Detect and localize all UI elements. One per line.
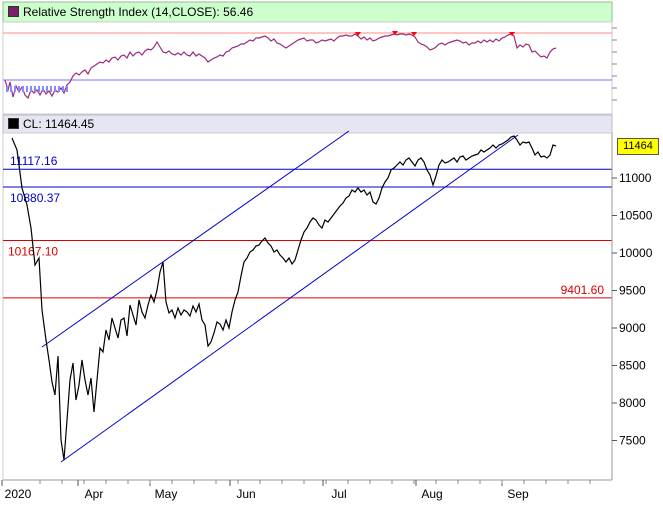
price-polyline bbox=[11, 135, 557, 461]
level-label: 9401.60 bbox=[561, 283, 605, 297]
rsi-polyline bbox=[4, 33, 557, 100]
rsi-oversold-shade bbox=[66, 86, 68, 92]
rsi-oversold-shade bbox=[46, 86, 48, 92]
y-tick-label: 11000 bbox=[619, 171, 652, 185]
rsi-overbought-marker bbox=[411, 32, 417, 36]
x-tick-label: 2020 bbox=[5, 487, 32, 501]
level-label: 10880.37 bbox=[10, 191, 60, 205]
rsi-overbought-marker bbox=[392, 31, 398, 35]
price-y-axis: 11000 10500 10000 9500 9000 8500 8000 7500 bbox=[611, 27, 653, 480]
rsi-title-text: Relative Strength Index (14,CLOSE): 56.4… bbox=[23, 5, 254, 19]
y-tick-label: 9000 bbox=[619, 321, 646, 335]
rsi-oversold-shade bbox=[18, 86, 20, 92]
x-tick-label: Jul bbox=[331, 487, 346, 501]
rsi-oversold-shade bbox=[22, 86, 24, 92]
x-tick-label: Sep bbox=[507, 487, 529, 501]
price-title-text: CL: 11464.45 bbox=[23, 117, 95, 131]
rsi-oversold-shade bbox=[38, 86, 40, 92]
price-title: CL: 11464.45 bbox=[8, 117, 94, 131]
y-tick-label: 10000 bbox=[619, 246, 653, 260]
y-tick-label: 10500 bbox=[619, 209, 653, 223]
rsi-oversold-shade bbox=[6, 86, 8, 92]
level-label: 11117.16 bbox=[10, 154, 58, 168]
price-series-icon bbox=[8, 118, 19, 129]
last-price-badge: 11464 bbox=[617, 138, 659, 155]
price-line bbox=[11, 135, 557, 461]
x-tick-label: May bbox=[155, 487, 178, 501]
rsi-overbought-marker bbox=[509, 32, 515, 36]
rsi-line bbox=[4, 31, 557, 100]
channel-lower-line bbox=[60, 134, 519, 463]
y-tick-label: 8000 bbox=[619, 396, 646, 410]
price-plot-area bbox=[2, 132, 613, 481]
x-tick-label: Apr bbox=[85, 487, 104, 501]
rsi-oversold-shade bbox=[14, 86, 16, 92]
y-tick-label: 8500 bbox=[619, 359, 646, 373]
rsi-title: Relative Strength Index (14,CLOSE): 56.4… bbox=[8, 5, 253, 19]
price-header-bar bbox=[2, 114, 613, 134]
rsi-series-icon bbox=[8, 6, 19, 17]
rsi-oversold-shade bbox=[42, 86, 44, 92]
channel-upper-line bbox=[41, 130, 350, 348]
rsi-plot-area bbox=[2, 21, 613, 115]
rsi-overbought-marker bbox=[355, 32, 361, 36]
rsi-oversold-shade bbox=[58, 86, 60, 92]
y-tick-label: 7500 bbox=[619, 434, 646, 448]
rsi-oversold-shade bbox=[50, 86, 52, 92]
rsi-oversold-shade bbox=[10, 86, 12, 92]
x-tick-label: Aug bbox=[421, 487, 442, 501]
rsi-oversold-shade bbox=[62, 86, 64, 92]
y-tick-label: 9500 bbox=[619, 284, 646, 298]
rsi-oversold-shade bbox=[30, 86, 32, 92]
rsi-oversold-shade bbox=[34, 86, 36, 92]
date-x-axis: 2020 Apr May Jun Jul Aug Sep bbox=[1, 479, 612, 501]
trend-channel bbox=[41, 130, 519, 463]
x-tick-label: Jun bbox=[236, 487, 255, 501]
rsi-oversold-shade bbox=[54, 86, 56, 92]
rsi-oversold-shade bbox=[26, 86, 28, 92]
